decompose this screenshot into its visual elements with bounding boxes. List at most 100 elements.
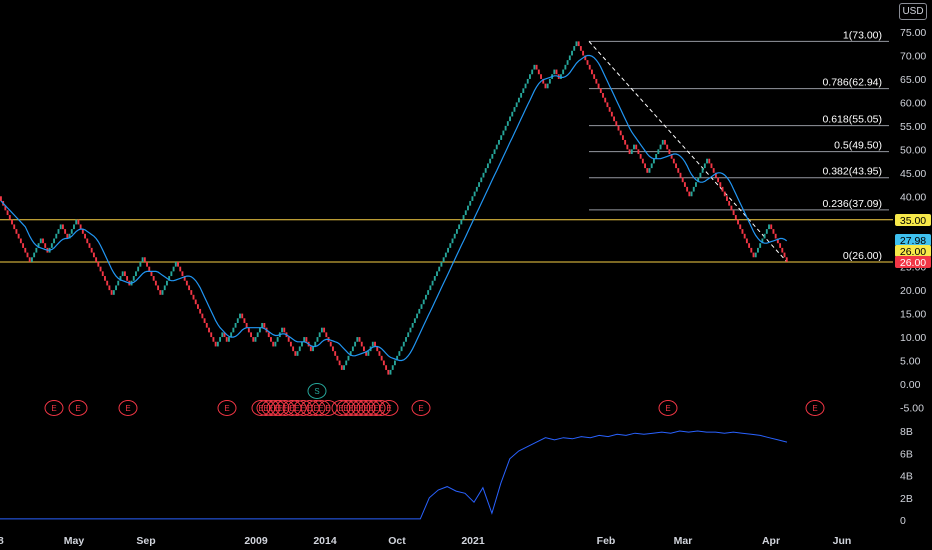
renko-brick-up xyxy=(650,163,653,169)
renko-brick-up xyxy=(303,337,306,342)
renko-brick-down xyxy=(263,322,266,328)
renko-brick-up xyxy=(117,280,120,286)
renko-brick-up xyxy=(630,149,633,155)
earnings-event-marker[interactable] xyxy=(658,400,678,416)
earnings-event-label: E xyxy=(307,404,312,413)
renko-brick-down xyxy=(336,355,339,361)
renko-brick-down xyxy=(741,229,744,234)
earnings-event-marker[interactable] xyxy=(287,400,307,416)
volume-tick-label: 0 xyxy=(900,515,906,527)
renko-brick-up xyxy=(296,351,299,356)
earnings-event-marker[interactable] xyxy=(346,400,366,416)
renko-brick-up xyxy=(546,83,549,89)
renko-brick-down xyxy=(772,229,775,234)
earnings-event-marker[interactable] xyxy=(256,400,276,416)
renko-brick-down xyxy=(210,332,213,338)
renko-brick-up xyxy=(57,229,60,234)
earnings-event-label: E xyxy=(294,404,299,413)
renko-brick-down xyxy=(152,276,155,281)
earnings-event-marker[interactable] xyxy=(366,400,386,416)
renko-brick-down xyxy=(270,337,272,342)
renko-brick-down xyxy=(26,252,29,258)
earnings-event-label: E xyxy=(289,404,294,413)
renko-brick-down xyxy=(289,341,292,347)
renko-brick-up xyxy=(471,196,474,201)
time-tick-label: 2008 xyxy=(0,535,4,547)
price-badge xyxy=(895,256,931,268)
earnings-event-marker[interactable] xyxy=(379,400,399,416)
earnings-event-label: E xyxy=(353,404,358,413)
earnings-event-marker[interactable] xyxy=(311,400,331,416)
renko-brick-down xyxy=(719,182,722,187)
earnings-event-marker[interactable] xyxy=(331,400,351,416)
renko-brick-down xyxy=(743,233,746,239)
earnings-event-marker[interactable] xyxy=(217,400,237,416)
renko-brick-up xyxy=(216,341,219,347)
renko-brick-down xyxy=(619,130,622,136)
renko-brick-down xyxy=(208,327,210,333)
earnings-event-marker[interactable] xyxy=(266,400,286,416)
volume-line xyxy=(0,430,788,520)
earnings-event-marker[interactable] xyxy=(306,400,326,416)
renko-brick-up xyxy=(515,102,518,108)
time-axis[interactable]: 2008 May Sep 2009 2014 Oct 2021 Feb Mar Apr Jun xyxy=(0,535,851,547)
horizontal-lines[interactable] xyxy=(0,219,893,263)
earnings-event-marker[interactable] xyxy=(371,400,391,416)
earnings-event-marker[interactable] xyxy=(68,400,88,416)
earnings-event-marker[interactable] xyxy=(44,400,64,416)
renko-brick-down xyxy=(17,233,20,239)
time-tick-label: 2021 xyxy=(461,535,485,547)
time-tick-label: Feb xyxy=(597,535,616,547)
renko-brick-down xyxy=(64,229,67,234)
renko-brick-up xyxy=(564,64,567,70)
renko-brick-up xyxy=(484,168,487,173)
renko-brick-up xyxy=(236,318,239,323)
earnings-event-label: E xyxy=(318,404,323,413)
earnings-event-marker[interactable] xyxy=(805,400,825,416)
volume-tick-label: 4B xyxy=(900,471,913,483)
renko-brick-down xyxy=(205,322,208,328)
renko-brick-down xyxy=(593,74,596,79)
fib-level-label: 1(73.00) xyxy=(843,29,882,41)
renko-brick-down xyxy=(61,224,64,230)
fibonacci-retracement[interactable]: 1(73.00) 0.786(62.94) 0.618(55.05) 0.5(49.5… xyxy=(588,29,889,263)
renko-brick-down xyxy=(201,313,204,319)
earnings-event-marker[interactable] xyxy=(351,400,371,416)
price-tick-label: 75.00 xyxy=(900,27,926,39)
earnings-events[interactable]: E E E E E E E EE E E E E E E E E E E E E E E E E E E E E ES xyxy=(44,383,825,416)
earnings-event-marker[interactable] xyxy=(336,400,356,416)
split-event-marker[interactable] xyxy=(307,383,327,399)
renko-brick-up xyxy=(478,182,480,187)
earnings-event-marker[interactable] xyxy=(270,400,290,416)
price-axis[interactable]: 75.00 70.00 65.00 60.00 55.00 50.00 45.00 40.00… xyxy=(900,27,926,527)
earnings-event-marker[interactable] xyxy=(341,400,361,416)
renko-brick-up xyxy=(343,365,345,370)
renko-brick-down xyxy=(626,144,629,150)
renko-brick-down xyxy=(714,172,717,178)
renko-brick-down xyxy=(203,318,206,323)
fib-trend-line xyxy=(588,41,788,263)
renko-brick-up xyxy=(703,163,706,169)
renko-brick-down xyxy=(110,290,113,295)
renko-brick-down xyxy=(610,111,613,117)
renko-brick-up xyxy=(254,337,257,342)
price-tick-label: -5.00 xyxy=(900,402,924,414)
renko-brick-up xyxy=(695,182,697,187)
earnings-event-marker[interactable] xyxy=(411,400,431,416)
renko-brick-down xyxy=(292,346,295,352)
earnings-event-marker[interactable] xyxy=(118,400,138,416)
renko-brick-up xyxy=(526,78,529,84)
renko-brick-up xyxy=(438,266,441,272)
earnings-event-marker[interactable] xyxy=(356,400,376,416)
renko-brick-up xyxy=(258,327,261,333)
renko-brick-up xyxy=(562,69,565,75)
price-tick-label: 20.00 xyxy=(900,285,926,297)
earnings-event-marker[interactable] xyxy=(251,400,271,416)
renko-brick-down xyxy=(737,219,739,225)
earnings-event-marker[interactable] xyxy=(261,400,281,416)
fib-level-label: 0.5(49.50) xyxy=(834,140,882,152)
renko-brick-up xyxy=(219,337,222,342)
renko-brick-up xyxy=(486,163,489,169)
currency-selector[interactable]: USD xyxy=(899,3,927,20)
